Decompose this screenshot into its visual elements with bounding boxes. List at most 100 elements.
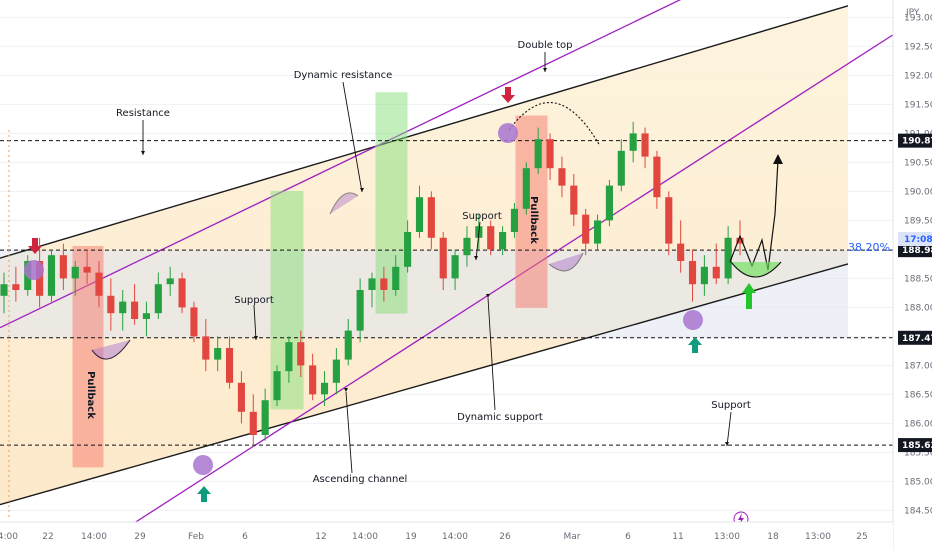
candle [439, 237, 447, 279]
annotation-leader [726, 411, 732, 447]
candle [83, 266, 91, 273]
candle [344, 330, 352, 360]
candle [0, 284, 8, 296]
time-tick-label: 13:00 [805, 532, 831, 542]
dynamic-support-line [99, 34, 894, 546]
candle [463, 237, 471, 256]
price-level-badge [898, 438, 932, 453]
time-tick-label: 13:00 [714, 532, 740, 542]
candle [356, 290, 364, 331]
candle [712, 266, 720, 279]
candle [202, 336, 210, 360]
candle [249, 411, 257, 435]
candle [653, 156, 661, 198]
annotation-label: Resistance [116, 108, 170, 119]
annotation-label: Double top [518, 40, 573, 51]
price-tick-label: 186.000 [904, 419, 932, 429]
touch-point-circle [683, 310, 703, 330]
price-level-badge-text: 188.987 [902, 246, 932, 256]
annotation-leader-head [474, 256, 478, 260]
candle [641, 133, 649, 157]
candle [510, 208, 519, 232]
time-tick-label: Mar [564, 532, 581, 542]
time-tick-label: 18 [767, 532, 779, 542]
pullback-label: Pullback [85, 371, 96, 419]
price-level-badge-text: 190.875 [902, 137, 932, 147]
fib-level-label: 38.20% [848, 241, 890, 254]
price-level-badge [898, 243, 932, 258]
annotation-leader [253, 304, 257, 341]
channel-upper-line [0, 5, 849, 259]
current-price-badge-text: 17:08 [904, 235, 932, 245]
candle [71, 266, 79, 279]
candle [404, 232, 412, 267]
candle [629, 133, 637, 151]
pullback-label: Pullback [528, 196, 539, 244]
candle [546, 139, 554, 169]
time-axis [0, 522, 893, 550]
candle [107, 295, 115, 314]
candle [392, 266, 400, 290]
price-tick-label: 185.500 [904, 448, 932, 458]
lightning-icon [738, 513, 744, 525]
candle [415, 197, 424, 232]
up-arrow-marker [692, 345, 698, 353]
price-tick-label: 188.000 [904, 303, 932, 313]
annotation-label: Ascending channel [313, 474, 408, 485]
projection-path [729, 159, 779, 271]
pullback-arc-fill [92, 340, 130, 359]
candle [225, 348, 234, 383]
time-tick-label: 14:00 [442, 532, 468, 542]
touch-point-circle [24, 260, 44, 280]
candle [309, 365, 317, 395]
annotation-label: Dynamic resistance [294, 70, 393, 81]
time-tick-label: Feb [188, 532, 204, 542]
annotation-label: Support [711, 400, 751, 411]
annotation-leader [345, 391, 353, 474]
up-arrow-marker [201, 494, 207, 502]
time-tick-label: 25 [856, 532, 867, 542]
price-tick-label: 190.000 [904, 187, 932, 197]
candle [534, 139, 542, 169]
price-tick-label: 186.500 [904, 390, 932, 400]
candle [178, 278, 186, 308]
time-tick-label: 26 [499, 532, 511, 542]
time-tick-label: 12 [315, 532, 326, 542]
up-arrow-marker [742, 283, 756, 293]
candle [487, 226, 495, 250]
down-arrow-marker [505, 87, 511, 95]
candle [95, 272, 103, 296]
annotation-leader-head [254, 336, 258, 340]
candle [297, 342, 305, 366]
annotation-leader-head [360, 188, 364, 192]
current-price-badge [898, 232, 932, 246]
candle [368, 278, 376, 290]
touch-point-circle [498, 123, 518, 143]
up-arrow-marker [688, 337, 702, 345]
annotation-leader-head [725, 442, 729, 446]
fib-band [0, 250, 848, 338]
support-zone [375, 92, 408, 314]
candle [677, 243, 685, 261]
time-tick-label: 19 [405, 532, 417, 542]
annotation-leader [342, 81, 363, 193]
candle [522, 168, 530, 209]
annotation-leader-head [141, 151, 145, 155]
candle [665, 197, 673, 244]
projection-arrowhead [773, 154, 783, 164]
double-top-arc [508, 102, 601, 147]
price-tick-label: 192.500 [904, 42, 932, 52]
candle [332, 359, 340, 383]
price-tick-label: 189.500 [904, 216, 932, 226]
annotation-leader [475, 221, 481, 261]
annotation-label: Support [462, 211, 502, 222]
candle [320, 382, 329, 395]
candle [688, 261, 697, 285]
target-arc [730, 261, 782, 278]
candle [570, 185, 578, 215]
up-arrow-marker [197, 486, 211, 494]
candle [154, 284, 162, 314]
time-tick-label: 14:00 [81, 532, 107, 542]
candle [119, 301, 127, 314]
